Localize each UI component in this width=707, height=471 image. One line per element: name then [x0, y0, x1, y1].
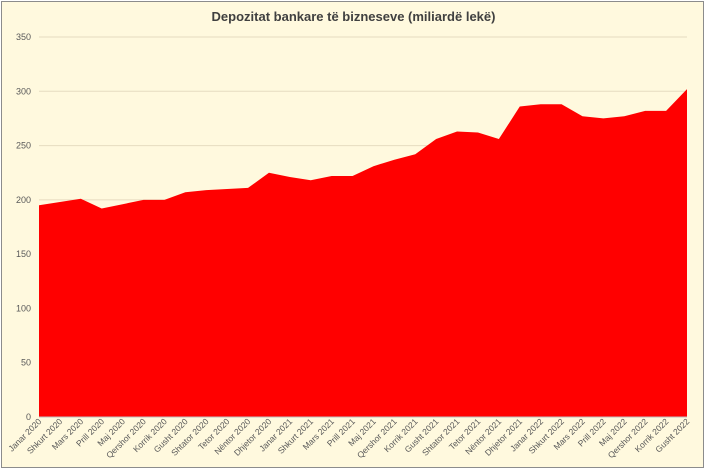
y-tick-label: 250 [16, 141, 31, 151]
y-tick-label: 100 [16, 303, 31, 313]
plot-area [38, 89, 688, 418]
y-tick-label: 150 [16, 249, 31, 259]
chart-title: Depozitat bankare të bizneseve (miliardë… [211, 9, 496, 24]
y-tick-label: 0 [26, 412, 31, 422]
y-tick-label: 300 [16, 86, 31, 96]
y-tick-label: 200 [16, 195, 31, 205]
series-area [39, 89, 687, 418]
y-tick-label: 350 [16, 32, 31, 42]
y-tick-label: 50 [21, 358, 31, 368]
y-axis: 0 50 100 150 200 250 300 350 [16, 32, 31, 422]
